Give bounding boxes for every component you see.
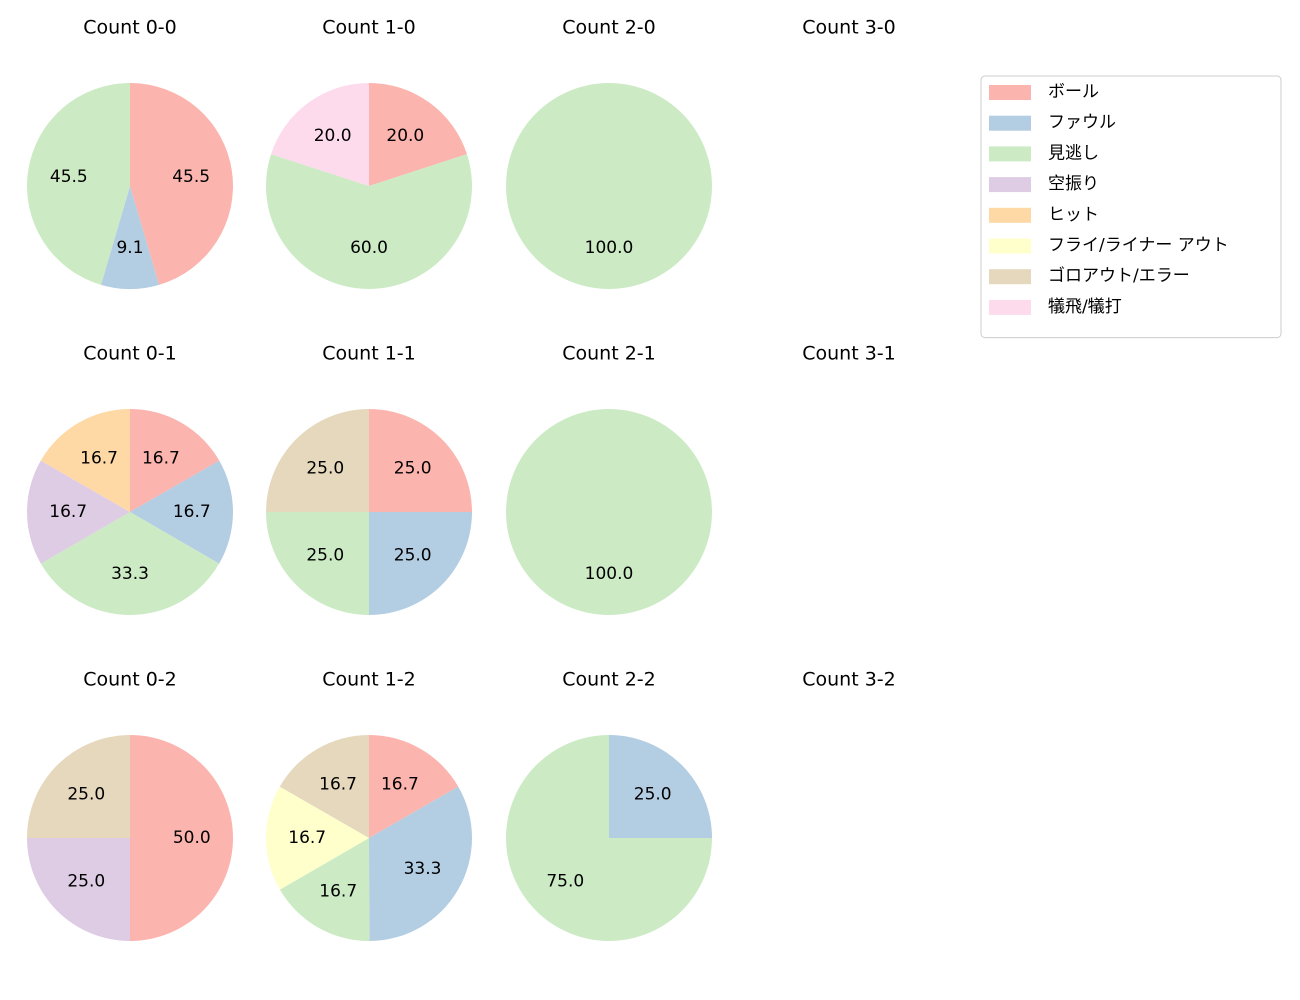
legend-label: ボール (1048, 82, 1099, 102)
value-label: 25.0 (67, 872, 105, 892)
legend-swatch (989, 146, 1031, 162)
pie-title: Count 1-0 (322, 17, 416, 39)
pie-wedge (26, 460, 130, 564)
pie-wedge (27, 735, 130, 838)
value-label: 16.7 (381, 774, 419, 794)
pie-wedge (609, 735, 712, 838)
pie-wedge (271, 83, 369, 186)
value-label: 9.1 (116, 238, 143, 258)
pie-wedge (265, 786, 369, 890)
value-label: 20.0 (386, 126, 424, 146)
pie-wedge (279, 735, 369, 838)
pie-wedge (266, 154, 472, 289)
legend-label: フライ/ライナー アウト (1048, 236, 1229, 256)
value-label: 25.0 (306, 458, 344, 478)
value-label: 25.0 (634, 784, 672, 804)
pie-wedge (130, 409, 220, 512)
pie-wedge (506, 735, 712, 941)
value-label: 50.0 (173, 828, 211, 848)
pie-title: Count 0-1 (83, 343, 177, 365)
legend-swatch (989, 207, 1031, 223)
pie-wedge (130, 735, 233, 941)
pie-wedge (26, 83, 130, 285)
pie-title: Count 3-0 (802, 17, 896, 39)
value-label: 16.7 (49, 502, 87, 522)
pie-wedge (27, 838, 130, 941)
value-label: 20.0 (314, 126, 352, 146)
pie-wedge (130, 83, 234, 285)
pie-title: Count 0-0 (83, 17, 177, 39)
legend-label: ファウル (1048, 113, 1116, 133)
legend-label: 空振り (1048, 174, 1099, 194)
legend-label: 犠飛/犠打 (1048, 297, 1122, 317)
value-label: 16.7 (80, 448, 118, 468)
pie-wedge (506, 83, 712, 289)
value-label: 16.7 (319, 774, 357, 794)
pie-wedge (369, 735, 459, 838)
value-label: 60.0 (350, 238, 388, 258)
value-label: 25.0 (394, 546, 432, 566)
legend-swatch (989, 269, 1031, 285)
pie-wedge (40, 409, 130, 512)
value-label: 16.7 (319, 882, 357, 902)
legend-swatch (989, 238, 1031, 254)
pie-wedge (279, 838, 370, 941)
value-label: 100.0 (585, 564, 634, 584)
legend-swatch (989, 85, 1031, 100)
value-label: 75.0 (546, 872, 584, 892)
value-label: 45.5 (172, 167, 210, 187)
pie-wedge (369, 786, 473, 941)
pie-title: Count 3-2 (802, 669, 896, 691)
legend-swatch (989, 299, 1031, 315)
pie-wedge (266, 512, 369, 615)
legend-label: ヒット (1048, 205, 1099, 225)
value-label: 25.0 (67, 784, 105, 804)
legend-label: ゴロアウト/エラー (1048, 265, 1190, 286)
pie-title: Count 1-2 (322, 669, 416, 691)
pie-wedge (369, 83, 467, 186)
pie-title: Count 1-1 (322, 343, 416, 365)
value-label: 16.7 (288, 828, 326, 848)
value-label: 25.0 (394, 458, 432, 478)
value-label: 16.7 (142, 448, 180, 468)
pie-title: Count 0-2 (83, 669, 177, 691)
pie-wedge (40, 512, 220, 615)
legend-label: 見逃し (1048, 143, 1099, 163)
legend-swatch (989, 115, 1031, 131)
legend-box (980, 75, 1282, 339)
legend-swatch (989, 177, 1031, 193)
pie-wedge (369, 409, 472, 512)
pie-title: Count 2-2 (562, 669, 656, 691)
pie-wedge (100, 186, 160, 290)
value-label: 100.0 (585, 238, 634, 258)
pie-wedge (130, 460, 233, 564)
value-label: 25.0 (306, 546, 344, 566)
pie-title: Count 3-1 (802, 343, 896, 365)
value-label: 45.5 (50, 167, 88, 187)
pie-title: Count 2-0 (562, 17, 656, 39)
value-label: 33.3 (111, 564, 149, 584)
value-label: 16.7 (173, 502, 211, 522)
pie-title: Count 2-1 (562, 343, 656, 365)
pie-wedge (266, 409, 369, 512)
pie-wedge (369, 512, 472, 615)
pie-wedge (506, 409, 712, 615)
value-label: 33.3 (404, 859, 442, 879)
